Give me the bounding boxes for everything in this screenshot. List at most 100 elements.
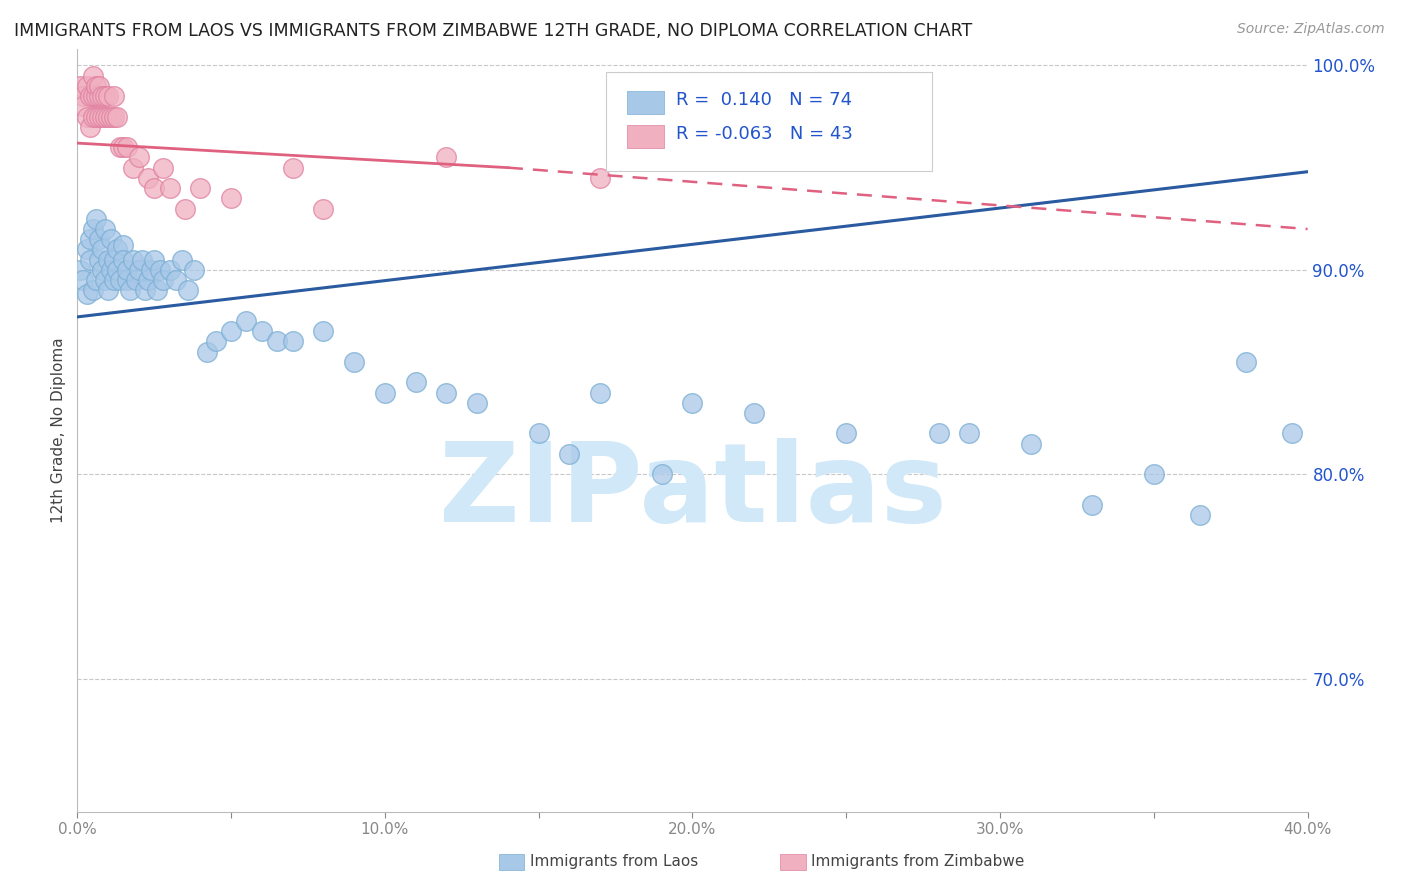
Point xyxy=(174,202,197,216)
Point xyxy=(90,263,114,277)
Point xyxy=(110,273,132,287)
Point xyxy=(82,69,104,83)
Point xyxy=(235,314,257,328)
Point xyxy=(115,140,138,154)
Point xyxy=(1234,355,1257,369)
Point xyxy=(69,263,91,277)
Point xyxy=(957,426,980,441)
Point xyxy=(94,222,117,236)
Point xyxy=(589,170,612,185)
Point xyxy=(82,89,104,103)
Point xyxy=(76,110,98,124)
Point xyxy=(170,252,193,267)
Point xyxy=(76,78,98,93)
Point xyxy=(589,385,612,400)
FancyBboxPatch shape xyxy=(606,72,932,171)
Point xyxy=(94,273,117,287)
Point xyxy=(87,252,110,267)
Point xyxy=(90,89,114,103)
Point xyxy=(90,243,114,257)
Point xyxy=(159,181,181,195)
Point xyxy=(125,273,148,287)
Point xyxy=(112,238,135,252)
Point xyxy=(143,181,166,195)
Point xyxy=(97,89,120,103)
Text: R = -0.063   N = 43: R = -0.063 N = 43 xyxy=(676,126,853,144)
Point xyxy=(121,252,143,267)
Point xyxy=(195,344,218,359)
Point xyxy=(97,252,120,267)
Point xyxy=(136,170,159,185)
Point xyxy=(128,150,150,164)
Point xyxy=(84,78,107,93)
Point xyxy=(103,110,125,124)
Point xyxy=(76,287,98,301)
Point xyxy=(177,283,200,297)
Point xyxy=(465,396,488,410)
Point xyxy=(76,243,98,257)
Point xyxy=(143,252,166,267)
Text: Immigrants from Laos: Immigrants from Laos xyxy=(530,855,699,869)
Point xyxy=(112,140,135,154)
Point xyxy=(87,110,110,124)
Point xyxy=(436,385,458,400)
Point xyxy=(188,181,212,195)
Point xyxy=(152,161,174,175)
Point xyxy=(149,263,172,277)
Point xyxy=(100,110,122,124)
Bar xyxy=(627,91,664,114)
Point xyxy=(183,263,205,277)
Point xyxy=(69,78,91,93)
Point xyxy=(79,232,101,246)
Point xyxy=(100,232,122,246)
Point xyxy=(87,232,110,246)
Point xyxy=(100,263,122,277)
Point xyxy=(103,252,125,267)
Point xyxy=(72,99,94,113)
Point xyxy=(105,243,128,257)
Point xyxy=(204,334,226,349)
Bar xyxy=(627,126,664,148)
Point xyxy=(97,110,120,124)
Point xyxy=(281,161,304,175)
Point xyxy=(835,426,858,441)
Text: R =  0.140   N = 74: R = 0.140 N = 74 xyxy=(676,91,852,109)
Point xyxy=(651,467,673,482)
Point xyxy=(436,150,458,164)
Text: ZIPatlas: ZIPatlas xyxy=(439,438,946,545)
Point xyxy=(374,385,396,400)
Point xyxy=(742,406,765,420)
Point xyxy=(82,110,104,124)
Point xyxy=(266,334,288,349)
Point xyxy=(84,273,107,287)
Point xyxy=(105,263,128,277)
Point xyxy=(103,89,125,103)
Point xyxy=(250,324,273,338)
Point xyxy=(79,252,101,267)
Point xyxy=(1019,436,1042,450)
Point xyxy=(112,252,135,267)
Point xyxy=(82,283,104,297)
Point xyxy=(146,283,169,297)
Point xyxy=(219,324,242,338)
Point xyxy=(94,89,117,103)
Text: IMMIGRANTS FROM LAOS VS IMMIGRANTS FROM ZIMBABWE 12TH GRADE, NO DIPLOMA CORRELAT: IMMIGRANTS FROM LAOS VS IMMIGRANTS FROM … xyxy=(14,22,973,40)
Point xyxy=(84,211,107,226)
Point xyxy=(87,89,110,103)
Point xyxy=(105,110,128,124)
Point xyxy=(94,110,117,124)
Point xyxy=(312,324,335,338)
Point xyxy=(79,120,101,134)
Point xyxy=(152,273,174,287)
Y-axis label: 12th Grade, No Diploma: 12th Grade, No Diploma xyxy=(51,337,66,524)
Point xyxy=(1081,498,1104,512)
Point xyxy=(103,273,125,287)
Point xyxy=(72,89,94,103)
Point xyxy=(1281,426,1303,441)
Point xyxy=(87,78,110,93)
Point xyxy=(1143,467,1166,482)
Point xyxy=(134,283,156,297)
Text: Immigrants from Zimbabwe: Immigrants from Zimbabwe xyxy=(811,855,1025,869)
Point xyxy=(82,222,104,236)
Point xyxy=(928,426,950,441)
